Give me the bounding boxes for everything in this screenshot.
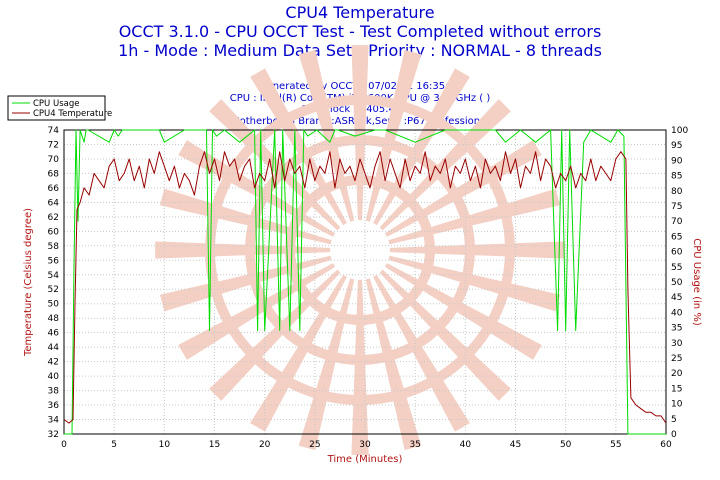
y2-tick-label: 70 xyxy=(671,217,683,227)
x-axis-title: Time (Minutes) xyxy=(327,454,403,465)
x-axis-ticks: 0 5 10 15 20 25 30 35 40 45 50 55 60 xyxy=(61,440,672,450)
y-tick-label: 64 xyxy=(48,198,60,208)
y-tick-label: 56 xyxy=(48,256,60,266)
x-tick-label: 50 xyxy=(560,440,572,450)
watermark-ray xyxy=(351,279,369,455)
y2-tick-label: 75 xyxy=(671,202,682,212)
y-tick-label: 36 xyxy=(48,401,60,411)
watermark-ray xyxy=(155,241,331,259)
y-tick-label: 42 xyxy=(48,358,59,368)
legend-box xyxy=(7,95,106,121)
x-tick-label: 60 xyxy=(660,440,672,450)
y2-axis-title: CPU Usage (in %) xyxy=(691,238,702,326)
y2-tick-label: 60 xyxy=(671,248,683,258)
y-axis-ticks: 32 34 36 38 40 42 44 46 48 50 52 54 56 58 60 62 64 66 68 70… xyxy=(48,126,60,440)
y-tick-label: 74 xyxy=(48,126,60,136)
y2-tick-label: 25 xyxy=(671,354,682,364)
x-tick-label: 25 xyxy=(309,440,320,450)
series-line-cpu-usage xyxy=(64,129,666,435)
y-tick-label: 68 xyxy=(48,169,60,179)
x-tick-label: 55 xyxy=(610,440,621,450)
y2-tick-label: 5 xyxy=(671,415,677,425)
y-tick-label: 40 xyxy=(48,372,60,382)
y-axis-title: Temperature (Celsius degree) xyxy=(23,208,34,357)
y2-tick-label: 15 xyxy=(671,384,682,394)
watermark-ray xyxy=(389,241,565,259)
x-tick-label: 0 xyxy=(61,440,67,450)
y-tick-label: 34 xyxy=(48,416,60,426)
y-tick-label: 72 xyxy=(48,140,59,150)
y2-tick-label: 10 xyxy=(671,400,683,410)
y-tick-label: 52 xyxy=(48,285,59,295)
x-tick-label: 15 xyxy=(209,440,220,450)
watermark-ring xyxy=(245,135,475,365)
x-tick-label: 45 xyxy=(510,440,521,450)
y2-tick-label: 35 xyxy=(671,324,682,334)
y2-tick-label: 50 xyxy=(671,278,683,288)
y-tick-label: 38 xyxy=(48,387,60,397)
x-tick-label: 5 xyxy=(111,440,117,450)
y-tick-label: 62 xyxy=(48,213,59,223)
series-line-cpu4-temperature xyxy=(63,151,667,424)
y2-tick-label: 90 xyxy=(671,156,683,166)
y-tick-label: 66 xyxy=(48,184,60,194)
series-layer xyxy=(63,129,667,435)
plot-frame xyxy=(63,129,667,435)
y-tick-label: 70 xyxy=(48,155,60,165)
y-tick-label: 46 xyxy=(48,329,60,339)
y2-tick-label: 30 xyxy=(671,339,683,349)
chart-title: CPU4 Temperature xyxy=(285,3,435,22)
x-tick-label: 40 xyxy=(460,440,472,450)
x-tick-label: 35 xyxy=(409,440,420,450)
watermark-ring xyxy=(205,95,515,405)
y2-tick-label: 80 xyxy=(671,187,683,197)
y-tick-label: 44 xyxy=(48,343,60,353)
y2-axis-ticks: 0 5 10 15 20 25 30 35 40 45 50 55 60 65 70 75 80 85 90 95 10… xyxy=(671,126,688,440)
grid-lines xyxy=(63,129,667,435)
legend: CPU Usage CPU4 Temperature xyxy=(7,95,112,121)
y2-tick-label: 45 xyxy=(671,293,682,303)
x-tick-label: 20 xyxy=(259,440,271,450)
y-tick-label: 48 xyxy=(48,314,60,324)
legend-label-cpu4-temperature: CPU4 Temperature xyxy=(33,109,112,119)
watermark-logo xyxy=(155,45,565,455)
y-tick-label: 50 xyxy=(48,300,60,310)
watermark-ray xyxy=(351,45,369,221)
y-tick-label: 32 xyxy=(48,430,59,440)
y2-tick-label: 65 xyxy=(671,232,682,242)
y2-tick-label: 85 xyxy=(671,172,682,182)
y-tick-label: 60 xyxy=(48,227,60,237)
chart-subtitle-test: OCCT 3.1.0 - CPU OCCT Test - Test Comple… xyxy=(118,22,602,41)
y2-tick-label: 0 xyxy=(671,430,677,440)
x-tick-label: 10 xyxy=(159,440,171,450)
y2-tick-label: 55 xyxy=(671,263,682,273)
y-tick-label: 58 xyxy=(48,242,60,252)
y2-tick-label: 20 xyxy=(671,369,683,379)
x-tick-label: 30 xyxy=(359,440,371,450)
watermark-ring xyxy=(285,175,435,325)
y2-tick-label: 40 xyxy=(671,308,683,318)
y-tick-label: 54 xyxy=(48,271,60,281)
y2-tick-label: 95 xyxy=(671,141,682,151)
legend-label-cpu-usage: CPU Usage xyxy=(33,99,79,109)
y2-tick-label: 100 xyxy=(671,126,688,136)
